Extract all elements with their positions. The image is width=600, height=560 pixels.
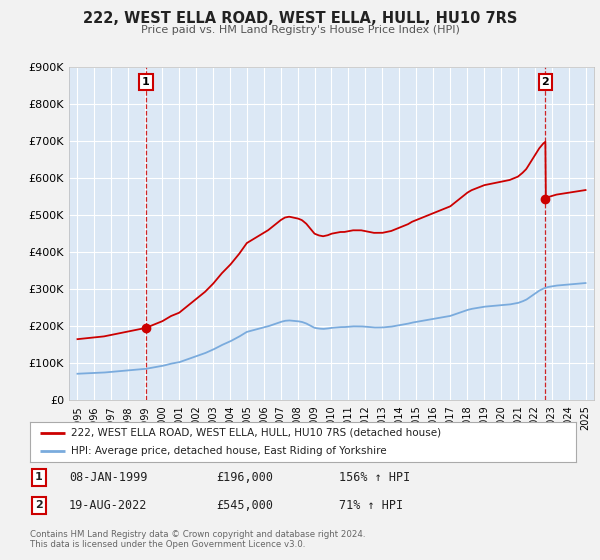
Text: 222, WEST ELLA ROAD, WEST ELLA, HULL, HU10 7RS (detached house): 222, WEST ELLA ROAD, WEST ELLA, HULL, HU… bbox=[71, 428, 441, 437]
Text: 156% ↑ HPI: 156% ↑ HPI bbox=[339, 470, 410, 484]
Text: 222, WEST ELLA ROAD, WEST ELLA, HULL, HU10 7RS: 222, WEST ELLA ROAD, WEST ELLA, HULL, HU… bbox=[83, 11, 517, 26]
Text: This data is licensed under the Open Government Licence v3.0.: This data is licensed under the Open Gov… bbox=[30, 540, 305, 549]
Text: 19-AUG-2022: 19-AUG-2022 bbox=[69, 498, 148, 512]
Text: Price paid vs. HM Land Registry's House Price Index (HPI): Price paid vs. HM Land Registry's House … bbox=[140, 25, 460, 35]
Text: Contains HM Land Registry data © Crown copyright and database right 2024.: Contains HM Land Registry data © Crown c… bbox=[30, 530, 365, 539]
Text: HPI: Average price, detached house, East Riding of Yorkshire: HPI: Average price, detached house, East… bbox=[71, 446, 386, 456]
Text: 08-JAN-1999: 08-JAN-1999 bbox=[69, 470, 148, 484]
Text: £196,000: £196,000 bbox=[216, 470, 273, 484]
Text: 2: 2 bbox=[542, 77, 549, 87]
Text: 2: 2 bbox=[35, 500, 43, 510]
Text: 1: 1 bbox=[142, 77, 150, 87]
Text: 1: 1 bbox=[35, 472, 43, 482]
Text: 71% ↑ HPI: 71% ↑ HPI bbox=[339, 498, 403, 512]
Text: £545,000: £545,000 bbox=[216, 498, 273, 512]
